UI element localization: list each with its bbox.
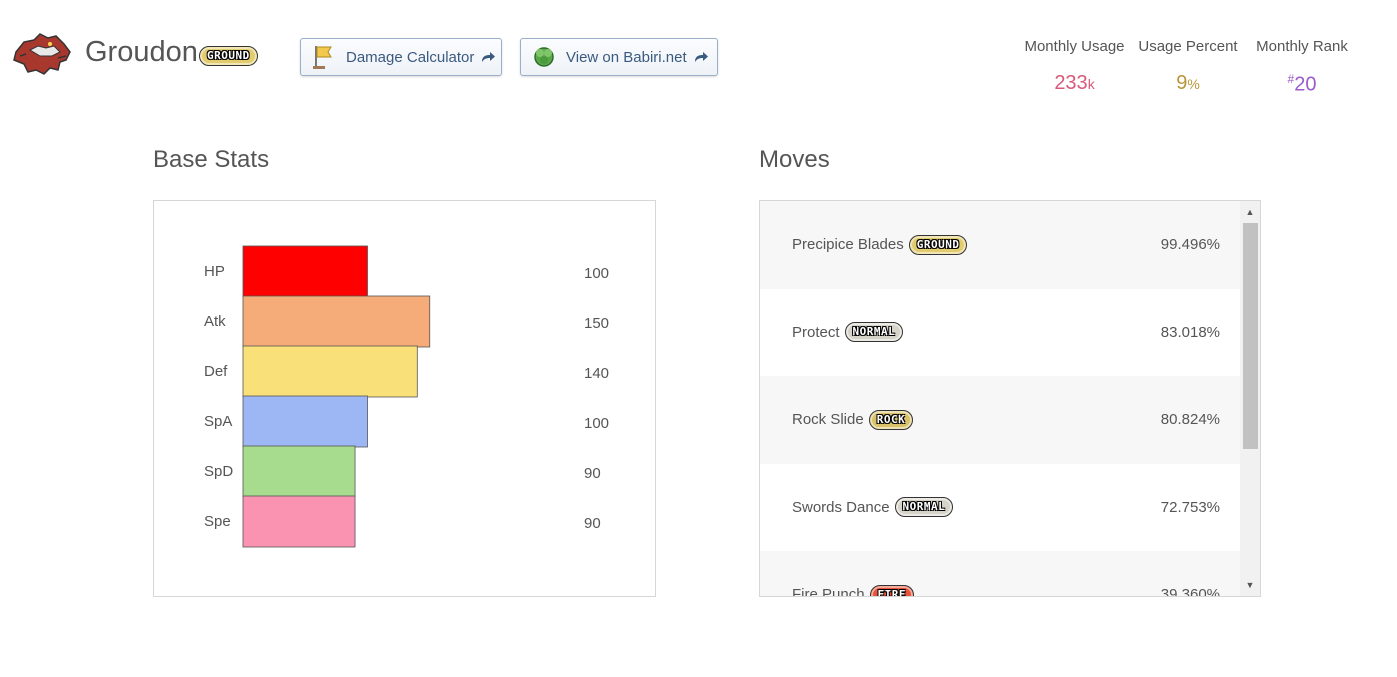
stat-label-hp: HP <box>204 263 225 280</box>
monthly-usage-value: 233k <box>1054 72 1095 94</box>
move-percent: 72.753% <box>1160 498 1220 516</box>
stat-value-hp: 100 <box>584 265 609 282</box>
stat-label-def: Def <box>204 363 228 380</box>
usage-percent-stat: Usage Percent 9% <box>1138 38 1238 95</box>
stat-bar-spa <box>242 395 368 448</box>
scroll-up-icon[interactable]: ▲ <box>1245 207 1255 217</box>
move-row[interactable]: Protect NORMAL 83.018% <box>760 288 1240 376</box>
move-left: Swords Dance NORMAL <box>792 497 954 518</box>
scrollbar-thumb[interactable] <box>1243 223 1258 449</box>
move-name: Rock Slide <box>792 411 864 429</box>
monthly-usage-stat: Monthly Usage 233k <box>1022 38 1127 95</box>
usage-percent-label: Usage Percent <box>1138 38 1238 55</box>
monthly-rank-stat: Monthly Rank #20 <box>1252 38 1352 97</box>
move-name: Swords Dance <box>792 498 890 516</box>
move-left: Precipice Blades GROUND <box>792 234 968 255</box>
move-type-badge: NORMAL <box>844 322 904 343</box>
stat-value-def: 140 <box>584 365 609 382</box>
share-arrow-icon <box>694 52 708 62</box>
move-row[interactable]: Swords Dance NORMAL 72.753% <box>760 463 1240 551</box>
moves-scrollbar[interactable]: ▲ ▼ <box>1240 201 1260 596</box>
stat-label-spa: SpA <box>204 413 232 430</box>
move-percent: 80.824% <box>1160 411 1220 429</box>
flag-icon <box>313 46 332 69</box>
pokemon-name: Groudon <box>85 36 198 68</box>
move-row[interactable]: Fire Punch FIRE 39.360% <box>760 551 1240 597</box>
share-arrow-icon <box>482 52 496 62</box>
monthly-rank-value: #20 <box>1287 72 1317 96</box>
move-type-badge: GROUND <box>908 234 968 255</box>
monthly-usage-label: Monthly Usage <box>1024 38 1125 55</box>
move-percent: 39.360% <box>1160 586 1220 597</box>
base-stats-title: Base Stats <box>153 146 270 173</box>
move-type-badge: ROCK <box>868 409 914 430</box>
usage-percent-value: 9% <box>1176 72 1200 94</box>
header: Groudon GROUND Damage Calculator View on… <box>0 0 1397 110</box>
base-stats-chart: HP 100 Atk 150 Def 140 SpA 100 SpD 90 Spe 90 <box>153 200 656 597</box>
scroll-down-icon[interactable]: ▼ <box>1245 580 1255 590</box>
stat-label-atk: Atk <box>204 313 226 330</box>
stat-bar-spd <box>242 445 356 498</box>
stat-value-spd: 90 <box>584 465 601 482</box>
move-name: Protect <box>792 323 840 341</box>
stat-bar-spe <box>242 495 356 548</box>
move-left: Protect NORMAL <box>792 322 904 343</box>
pokemon-type-badge: GROUND <box>199 46 258 66</box>
stat-bar-def <box>242 345 418 398</box>
damage-calculator-label: Damage Calculator <box>346 48 475 66</box>
stat-value-atk: 150 <box>584 315 609 332</box>
base-stats-svg: HP 100 Atk 150 Def 140 SpA 100 SpD 90 Spe 90 <box>204 245 609 548</box>
move-left: Fire Punch FIRE <box>792 584 915 597</box>
move-percent: 83.018% <box>1160 323 1220 341</box>
stat-value-spe: 90 <box>584 515 601 532</box>
move-name: Precipice Blades <box>792 236 904 254</box>
move-row[interactable]: Rock Slide ROCK 80.824% <box>760 376 1240 464</box>
stat-label-spd: SpD <box>204 463 233 480</box>
view-on-babiri-label: View on Babiri.net <box>566 48 687 66</box>
moves-list: Precipice Blades GROUND 99.496% Protect NORM… <box>760 201 1240 597</box>
stat-bar-hp <box>242 245 368 298</box>
move-type-badge: FIRE <box>869 584 915 596</box>
groudon-sprite-icon <box>13 33 71 75</box>
moves-title: Moves <box>759 146 830 173</box>
move-name: Fire Punch <box>792 586 865 597</box>
damage-calculator-button[interactable]: Damage Calculator <box>300 38 502 76</box>
view-on-babiri-button[interactable]: View on Babiri.net <box>520 38 718 76</box>
move-percent: 99.496% <box>1160 236 1220 254</box>
move-type-badge: NORMAL <box>894 497 954 518</box>
stat-label-spe: Spe <box>204 513 231 530</box>
move-left: Rock Slide ROCK <box>792 409 914 430</box>
move-row[interactable]: Precipice Blades GROUND 99.496% <box>760 201 1240 289</box>
moves-panel[interactable]: Precipice Blades GROUND 99.496% Protect NORM… <box>759 200 1261 597</box>
stat-bar-atk <box>242 295 431 348</box>
bulbasaur-icon <box>534 47 554 67</box>
monthly-rank-label: Monthly Rank <box>1256 38 1348 55</box>
stat-value-spa: 100 <box>584 415 609 432</box>
